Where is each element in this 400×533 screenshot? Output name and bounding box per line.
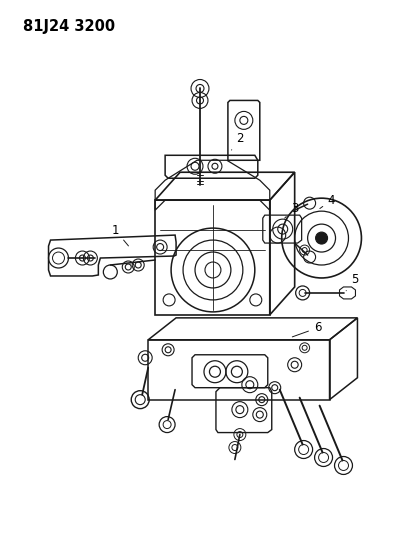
Text: 6: 6 (292, 321, 321, 337)
Text: 3: 3 (285, 201, 298, 218)
Text: 4: 4 (320, 193, 335, 208)
Circle shape (316, 232, 328, 244)
Text: 1: 1 (112, 224, 128, 246)
Text: 81J24 3200: 81J24 3200 (23, 19, 115, 34)
Text: 2: 2 (232, 132, 244, 150)
Text: 5: 5 (346, 273, 358, 290)
